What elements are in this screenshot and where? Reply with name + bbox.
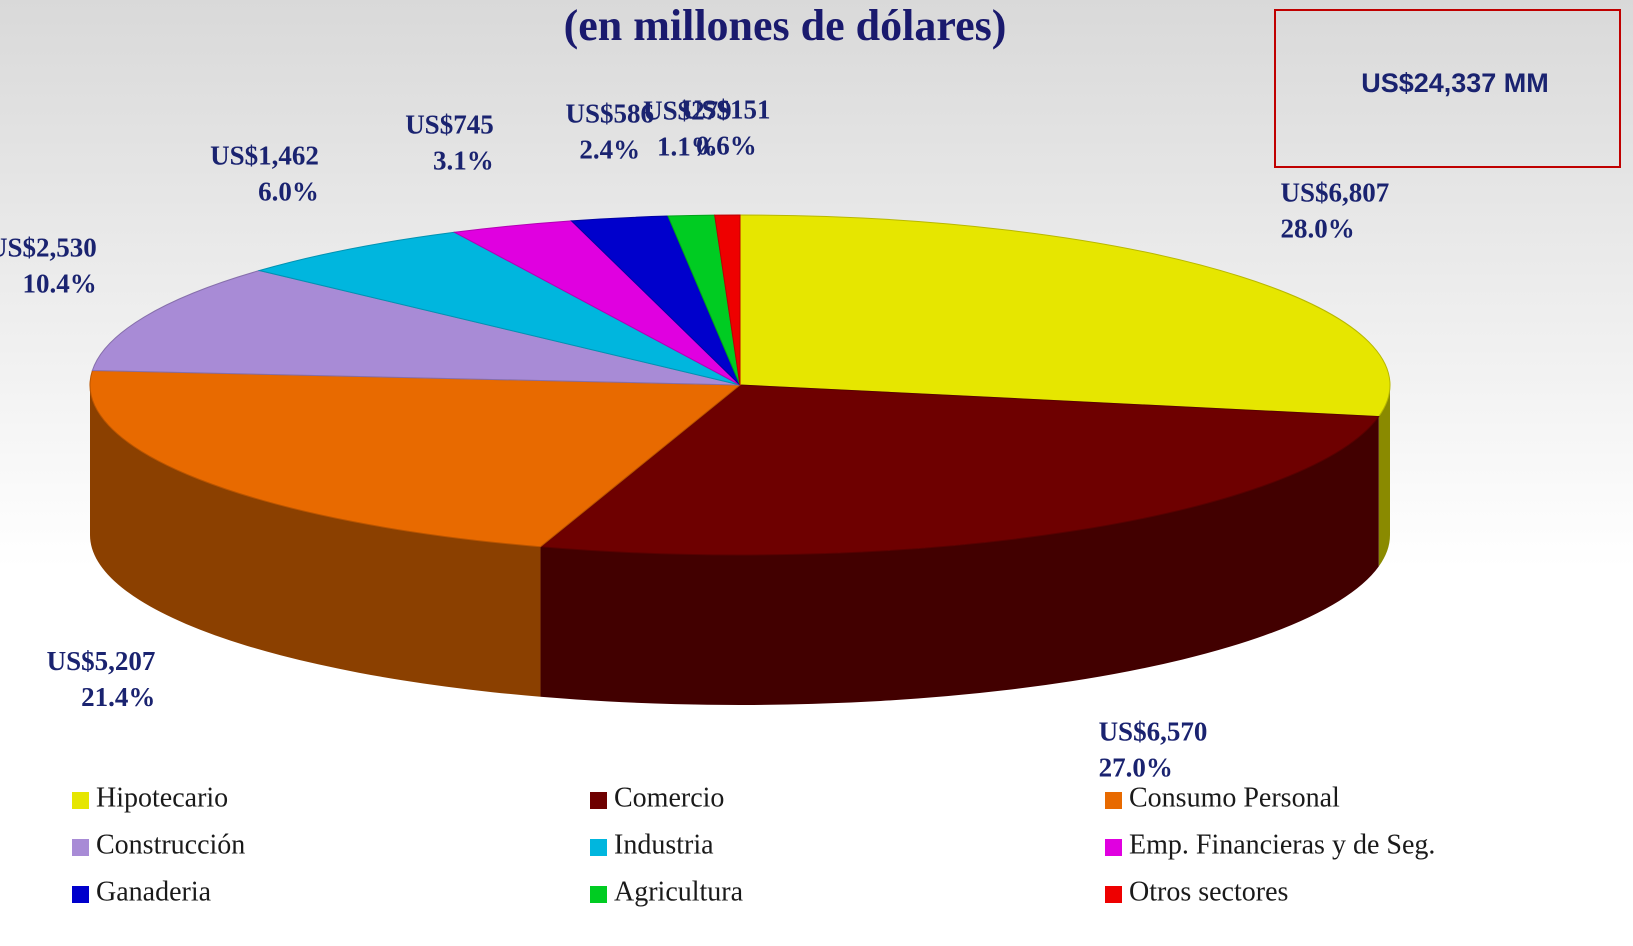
slice [89, 369, 742, 548]
value-label: US$279 [643, 95, 732, 125]
legend-swatch [72, 886, 89, 903]
legend-swatch [1105, 792, 1122, 809]
percentage-label: 28.0% [1280, 214, 1354, 244]
value-label: US$1,462 [210, 141, 319, 171]
slice [91, 270, 741, 386]
percentage-label: 6.0% [258, 177, 319, 207]
legend-label: Comercio [614, 782, 724, 813]
value-label: US$745 [405, 109, 494, 139]
legend-swatch [590, 792, 607, 809]
legend-label: Construcción [96, 829, 245, 860]
legend-swatch [72, 792, 89, 809]
total-box [1274, 9, 1621, 168]
total-annotation: US$24,337 MM [1361, 68, 1549, 98]
percentage-label: 27.0% [1099, 753, 1173, 783]
slice-side [90, 385, 541, 697]
value-label: US$5,207 [47, 646, 156, 676]
legend-swatch [590, 886, 607, 903]
value-label: US$6,570 [1099, 717, 1208, 747]
legend-label: Industria [614, 829, 714, 860]
value-label: US$151 [682, 95, 771, 125]
slice-side [1378, 385, 1390, 567]
percentage-label: 10.4% [23, 268, 97, 298]
slice [714, 214, 741, 386]
legend-swatch [1105, 886, 1122, 903]
slice-side [540, 416, 1379, 705]
percentage-label: 3.1% [433, 145, 494, 175]
slice [739, 214, 1391, 418]
value-label: US$2,530 [0, 232, 97, 262]
value-label: US$6,807 [1280, 178, 1389, 208]
slice [539, 384, 1380, 556]
legend-label: Emp. Financieras y de Seg. [1129, 829, 1435, 860]
value-label: US$586 [565, 99, 654, 129]
legend-swatch [72, 839, 89, 856]
percentage-label: 21.4% [81, 682, 155, 712]
legend-swatch [590, 839, 607, 856]
legend-label: Consumo Personal [1129, 782, 1340, 813]
legend-label: Agricultura [614, 876, 744, 907]
percentage-label: 1.1% [657, 131, 718, 161]
percentage-label: 0.6% [696, 131, 757, 161]
percentage-label: 2.4% [579, 135, 640, 165]
chart-title: (en millones de dólares) [564, 1, 1007, 50]
legend: Hipotecario Comercio Consumo Personal Const… [72, 782, 1435, 907]
legend-label: Otros sectores [1129, 876, 1288, 907]
slice [257, 231, 741, 386]
pie: US$6,807 28.0% US$6,570 27.0% US$5,207 21.4% U… [0, 95, 1391, 783]
legend-label: Ganaderia [96, 876, 212, 907]
legend-swatch [1105, 839, 1122, 856]
legend-label: Hipotecario [96, 782, 228, 813]
